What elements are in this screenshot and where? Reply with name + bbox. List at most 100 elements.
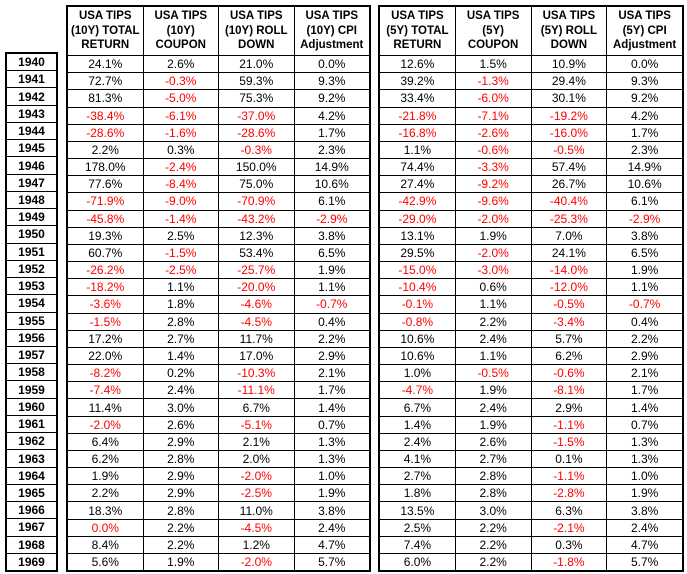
value-cell: 2.6%	[144, 416, 219, 433]
value-cell: 2.3%	[318, 142, 346, 157]
value-cell: 1.3%	[318, 434, 346, 449]
value-cell: 60.7%	[68, 244, 144, 262]
value-cell: -2.4%	[144, 159, 219, 176]
year-cell: 1959	[7, 381, 56, 399]
value-cell: -8.4%	[144, 176, 219, 193]
column-header: USA TIPS (10Y) CPI Adjustment	[300, 9, 364, 52]
value-cell: 0.0%	[68, 519, 144, 536]
value-cell: 2.2%	[456, 553, 532, 571]
year-cell: 1945	[7, 140, 56, 158]
value-cell: -1.5%	[68, 313, 144, 330]
value-cell: 0.7%	[630, 417, 659, 432]
value-cell: 1.9%	[456, 416, 532, 433]
table-row: -8.2% 0.2% -10.3% 2.1%	[68, 365, 369, 383]
value-cell: -2.1%	[532, 519, 608, 536]
value-cell: 5.6%	[68, 553, 144, 571]
value-cell: -1.8%	[532, 553, 608, 571]
table-row: 19.3% 2.5% 12.3% 3.8%	[68, 227, 369, 245]
year-cell: 1957	[7, 347, 56, 365]
year-cell: 1964	[7, 468, 56, 485]
year-cell: 1940	[7, 54, 56, 72]
table-row: -26.2% -2.5% -25.7% 1.9%	[68, 262, 369, 280]
value-cell: 3.8%	[630, 228, 659, 243]
value-cell: 0.1%	[532, 450, 608, 468]
table-row: 6.2% 2.8% 2.0% 1.3%	[68, 450, 369, 469]
value-cell: 2.1%	[630, 366, 659, 381]
table-row: 2.7% 2.8% -1.1% 1.0%	[380, 468, 682, 486]
value-cell: 3.8%	[318, 503, 346, 518]
value-cell: 2.4%	[456, 330, 532, 347]
value-cell: -1.6%	[144, 124, 219, 141]
value-cell: 2.8%	[144, 313, 219, 330]
year-cell: 1953	[7, 278, 56, 296]
value-cell: 1.2%	[219, 536, 295, 553]
value-cell: 26.7%	[532, 176, 608, 193]
value-cell: 6.4%	[68, 433, 144, 450]
value-cell: 3.0%	[456, 502, 532, 519]
value-cell: -7.4%	[68, 382, 144, 399]
value-cell: -0.3%	[144, 73, 219, 90]
value-cell: 2.4%	[630, 520, 659, 535]
value-cell: 2.8%	[144, 502, 219, 519]
year-cell: 1950	[7, 226, 56, 244]
value-cell: 24.1%	[68, 56, 144, 73]
value-cell: 4.7%	[630, 537, 659, 552]
value-cell: -0.7%	[316, 297, 348, 312]
value-cell: 3.8%	[630, 503, 659, 518]
table-row: 6.7% 2.4% 2.9% 1.4%	[380, 399, 682, 417]
year-cell: 1943	[7, 106, 56, 123]
value-cell: -2.0%	[68, 416, 144, 433]
table-row: 22.0% 1.4% 17.0% 2.9%	[68, 347, 369, 366]
value-cell: 1.1%	[144, 279, 219, 296]
value-cell: -20.0%	[219, 279, 295, 296]
value-cell: 0.4%	[318, 314, 346, 329]
value-cell: -1.5%	[532, 433, 608, 450]
table-row: -29.0% -2.0% -25.3% -2.9%	[380, 210, 682, 228]
value-cell: -7.1%	[456, 107, 532, 124]
value-cell: 0.7%	[318, 417, 346, 432]
value-cell: 13.5%	[380, 502, 456, 519]
value-cell: -2.8%	[532, 485, 608, 502]
value-cell: -12.0%	[532, 279, 608, 296]
value-cell: -45.8%	[68, 210, 144, 227]
year-column: 1940 1941 1942 1943 1944 1945 1946 1947 1948 1949…	[5, 52, 58, 572]
value-cell: 1.1%	[456, 296, 532, 313]
table-row: -15.0% -3.0% -14.0% 1.9%	[380, 262, 682, 280]
value-cell: -0.6%	[532, 365, 608, 382]
value-cell: 1.1%	[380, 141, 456, 159]
value-cell: 2.1%	[318, 366, 346, 381]
value-cell: -9.2%	[456, 176, 532, 193]
table-row: 72.7% -0.3% 59.3% 9.3%	[68, 73, 369, 91]
value-cell: 2.9%	[144, 485, 219, 502]
year-cell: 1954	[7, 295, 56, 313]
value-cell: 1.9%	[630, 486, 659, 501]
year-cell: 1961	[7, 416, 56, 434]
value-cell: 6.7%	[219, 399, 295, 416]
value-cell: -5.0%	[144, 90, 219, 107]
table-row: 6.4% 2.9% 2.1% 1.3%	[68, 433, 369, 451]
value-cell: 2.2%	[68, 141, 144, 159]
table-row: 18.3% 2.8% 11.0% 3.8%	[68, 502, 369, 520]
value-cell: 1.9%	[318, 486, 346, 501]
value-cell: 3.0%	[144, 399, 219, 416]
value-cell: -9.0%	[144, 193, 219, 210]
header-row: USA TIPS (5Y) TOTAL RETURN USA TIPS (5Y) …	[380, 7, 682, 56]
value-cell: -3.0%	[456, 262, 532, 279]
table-row: -0.1% 1.1% -0.5% -0.7%	[380, 296, 682, 314]
value-cell: -37.0%	[219, 107, 295, 124]
value-cell: 1.3%	[630, 434, 659, 449]
value-cell: 6.2%	[68, 450, 144, 468]
year-cell: 1956	[7, 330, 56, 347]
value-cell: -1.1%	[532, 416, 608, 433]
value-cell: 14.9%	[627, 160, 662, 175]
value-cell: 59.3%	[219, 73, 295, 90]
value-cell: -16.8%	[380, 124, 456, 141]
value-cell: 2.2%	[456, 536, 532, 553]
value-cell: 2.8%	[144, 450, 219, 468]
table-row: 10.6% 1.1% 6.2% 2.9%	[380, 347, 682, 366]
value-cell: 39.2%	[380, 73, 456, 90]
value-cell: -11.1%	[219, 382, 295, 399]
value-cell: 2.7%	[144, 330, 219, 347]
table-row: 33.4% -6.0% 30.1% 9.2%	[380, 90, 682, 108]
value-cell: 1.7%	[630, 125, 659, 140]
